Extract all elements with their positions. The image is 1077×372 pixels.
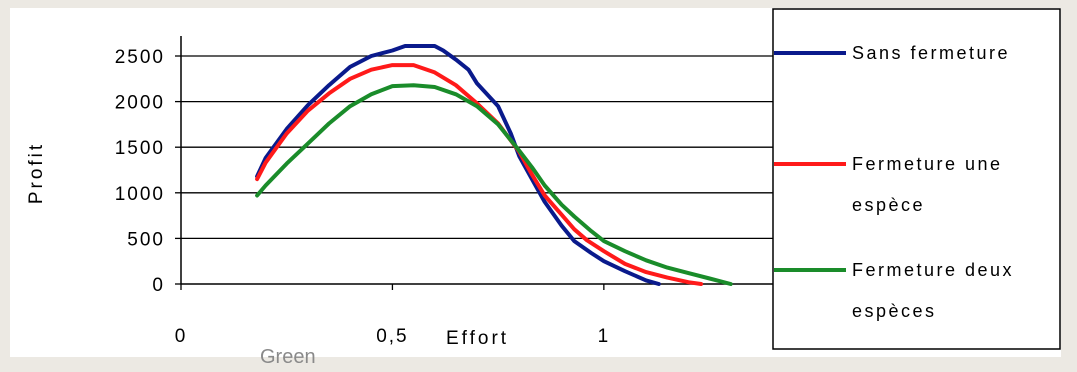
legend-label-0: Sans fermeture [852,43,1010,63]
legend-box [772,8,1061,350]
series-line-0 [255,44,661,286]
series-line-1 [255,63,704,286]
y-tick-label-2: 1000 [115,184,165,205]
legend-label-2: Fermeture deux espèces [852,260,1014,321]
tick-labels: 0 500 1000 1500 2000 2500 0 0,5 1 [115,47,611,347]
x-tick-label-0: 0 [175,326,188,347]
legend-label-1: Fermeture une espèce [852,154,1003,215]
y-tick-label-4: 2000 [115,93,165,114]
x-tick-label-2: 1 [598,326,611,347]
caption-text: Green [260,346,316,368]
x-tick-label-1: 0,5 [376,326,408,347]
y-tick-label-3: 1500 [115,138,165,159]
y-tick-label-1: 500 [127,229,165,250]
axes [175,36,773,290]
y-tick-label-5: 2500 [115,47,165,68]
y-tick-label-0: 0 [152,275,165,296]
x-axis-title: Effort [446,328,509,349]
chart-frame: 0 500 1000 1500 2000 2500 0 0,5 1 Effort Profit … [10,8,1061,357]
series-lines [255,44,733,286]
series-line-2 [255,83,733,286]
legend: Sans fermeture Fermeture une espèce Fermetu… [772,8,1061,350]
y-axis-title: Profit [26,142,47,204]
grid-lines [181,55,773,240]
